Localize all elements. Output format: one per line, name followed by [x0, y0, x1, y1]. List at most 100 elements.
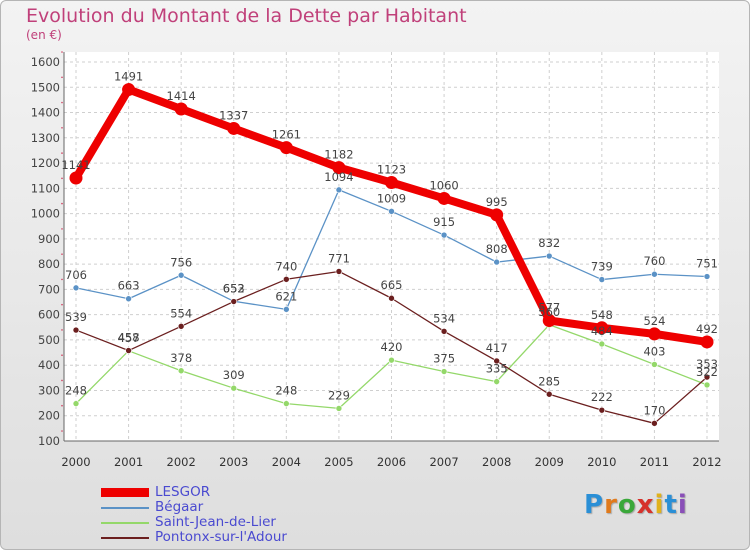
data-label: 322: [696, 365, 718, 379]
data-point: [493, 357, 500, 365]
data-label: 458: [118, 331, 140, 345]
data-label: 663: [118, 279, 140, 293]
data-label: 1337: [219, 108, 248, 122]
x-tick-label: 2008: [482, 455, 511, 469]
data-point: [542, 313, 556, 327]
data-label: 560: [538, 305, 560, 319]
data-point: [595, 321, 609, 335]
data-label: 739: [591, 260, 613, 274]
y-tick-label: 400: [38, 358, 60, 372]
data-point: [335, 268, 343, 275]
data-point: [177, 322, 185, 330]
data-label: 1141: [61, 158, 90, 172]
data-label: 756: [170, 255, 192, 269]
data-label: 760: [643, 254, 665, 268]
proxiti-logo: Proxiti: [584, 490, 688, 520]
y-tick-label: 1600: [31, 55, 60, 69]
data-label: 484: [591, 324, 613, 338]
data-point: [440, 368, 448, 375]
x-tick-label: 2006: [377, 455, 406, 469]
y-minor-tick: [61, 177, 63, 180]
data-label: 808: [486, 242, 508, 256]
y-minor-tick: [61, 430, 63, 432]
data-label: 706: [65, 268, 87, 282]
logo-letter: i: [677, 490, 688, 520]
data-label: 170: [643, 403, 665, 417]
data-point: [700, 335, 714, 349]
data-label: 248: [275, 384, 297, 398]
data-label: 285: [538, 374, 560, 388]
logo-letter: P: [584, 490, 605, 520]
data-label: 577: [538, 300, 560, 314]
data-point: [440, 231, 448, 239]
data-point: [335, 186, 343, 194]
data-point: [72, 326, 80, 334]
data-label: 653: [223, 281, 245, 295]
legend-label: Bégaar: [155, 499, 204, 515]
x-tick-label: 2011: [640, 455, 669, 469]
data-point: [493, 258, 500, 266]
data-label: 524: [643, 314, 665, 328]
data-label: 309: [223, 368, 245, 382]
data-label: 492: [696, 322, 718, 336]
logo-letter: t: [664, 490, 678, 520]
data-point: [283, 400, 290, 407]
data-label: 1060: [429, 178, 458, 192]
data-point: [279, 141, 293, 155]
data-point: [283, 275, 290, 283]
y-tick-label: 1400: [31, 106, 60, 120]
data-point: [437, 191, 451, 205]
y-minor-tick: [61, 278, 63, 281]
y-tick-label: 600: [38, 308, 60, 322]
data-label: 621: [275, 289, 297, 303]
data-point: [598, 406, 606, 414]
data-point: [125, 295, 132, 303]
data-label: 420: [381, 340, 403, 354]
y-minor-tick: [61, 228, 63, 230]
data-point: [332, 161, 346, 175]
data-point: [651, 361, 658, 368]
data-point: [230, 384, 238, 392]
y-minor-tick: [61, 152, 63, 154]
data-point: [703, 373, 711, 381]
logo-letter: o: [617, 490, 637, 520]
y-minor-tick: [61, 127, 63, 129]
legend-label: LESGOR: [155, 484, 211, 500]
data-label: 1491: [114, 70, 143, 84]
data-point: [440, 328, 448, 335]
data-point: [598, 340, 606, 348]
y-tick-label: 1200: [31, 156, 60, 170]
data-point: [122, 83, 136, 97]
logo-letter: r: [604, 490, 618, 520]
x-tick-label: 2002: [167, 455, 196, 469]
y-minor-tick: [61, 379, 63, 382]
y-minor-tick: [61, 76, 63, 79]
y-tick-label: 1000: [31, 207, 60, 221]
y-minor-tick: [61, 253, 63, 255]
data-point: [545, 252, 553, 260]
x-tick-label: 2001: [114, 455, 143, 469]
data-label: 915: [433, 215, 455, 229]
data-point: [388, 356, 395, 364]
data-label: 457: [118, 331, 140, 345]
y-minor-tick: [61, 329, 63, 331]
y-tick-label: 700: [38, 282, 60, 296]
data-point: [230, 298, 238, 305]
data-label: 771: [328, 251, 350, 265]
legend-swatch: [101, 488, 149, 497]
x-tick-label: 2005: [324, 455, 353, 469]
data-label: 539: [65, 310, 87, 324]
y-minor-tick: [61, 202, 63, 205]
legend-label: Pontonx-sur-l'Adour: [155, 529, 287, 545]
legend-swatch: [101, 507, 149, 509]
data-point: [647, 327, 661, 341]
y-minor-tick: [61, 101, 63, 104]
x-tick-label: 2000: [61, 455, 90, 469]
data-label: 740: [275, 259, 297, 273]
data-label: 403: [643, 344, 665, 358]
y-minor-tick: [61, 303, 63, 306]
data-label: 548: [591, 308, 613, 322]
chart-unit-label: (en €): [26, 28, 62, 42]
